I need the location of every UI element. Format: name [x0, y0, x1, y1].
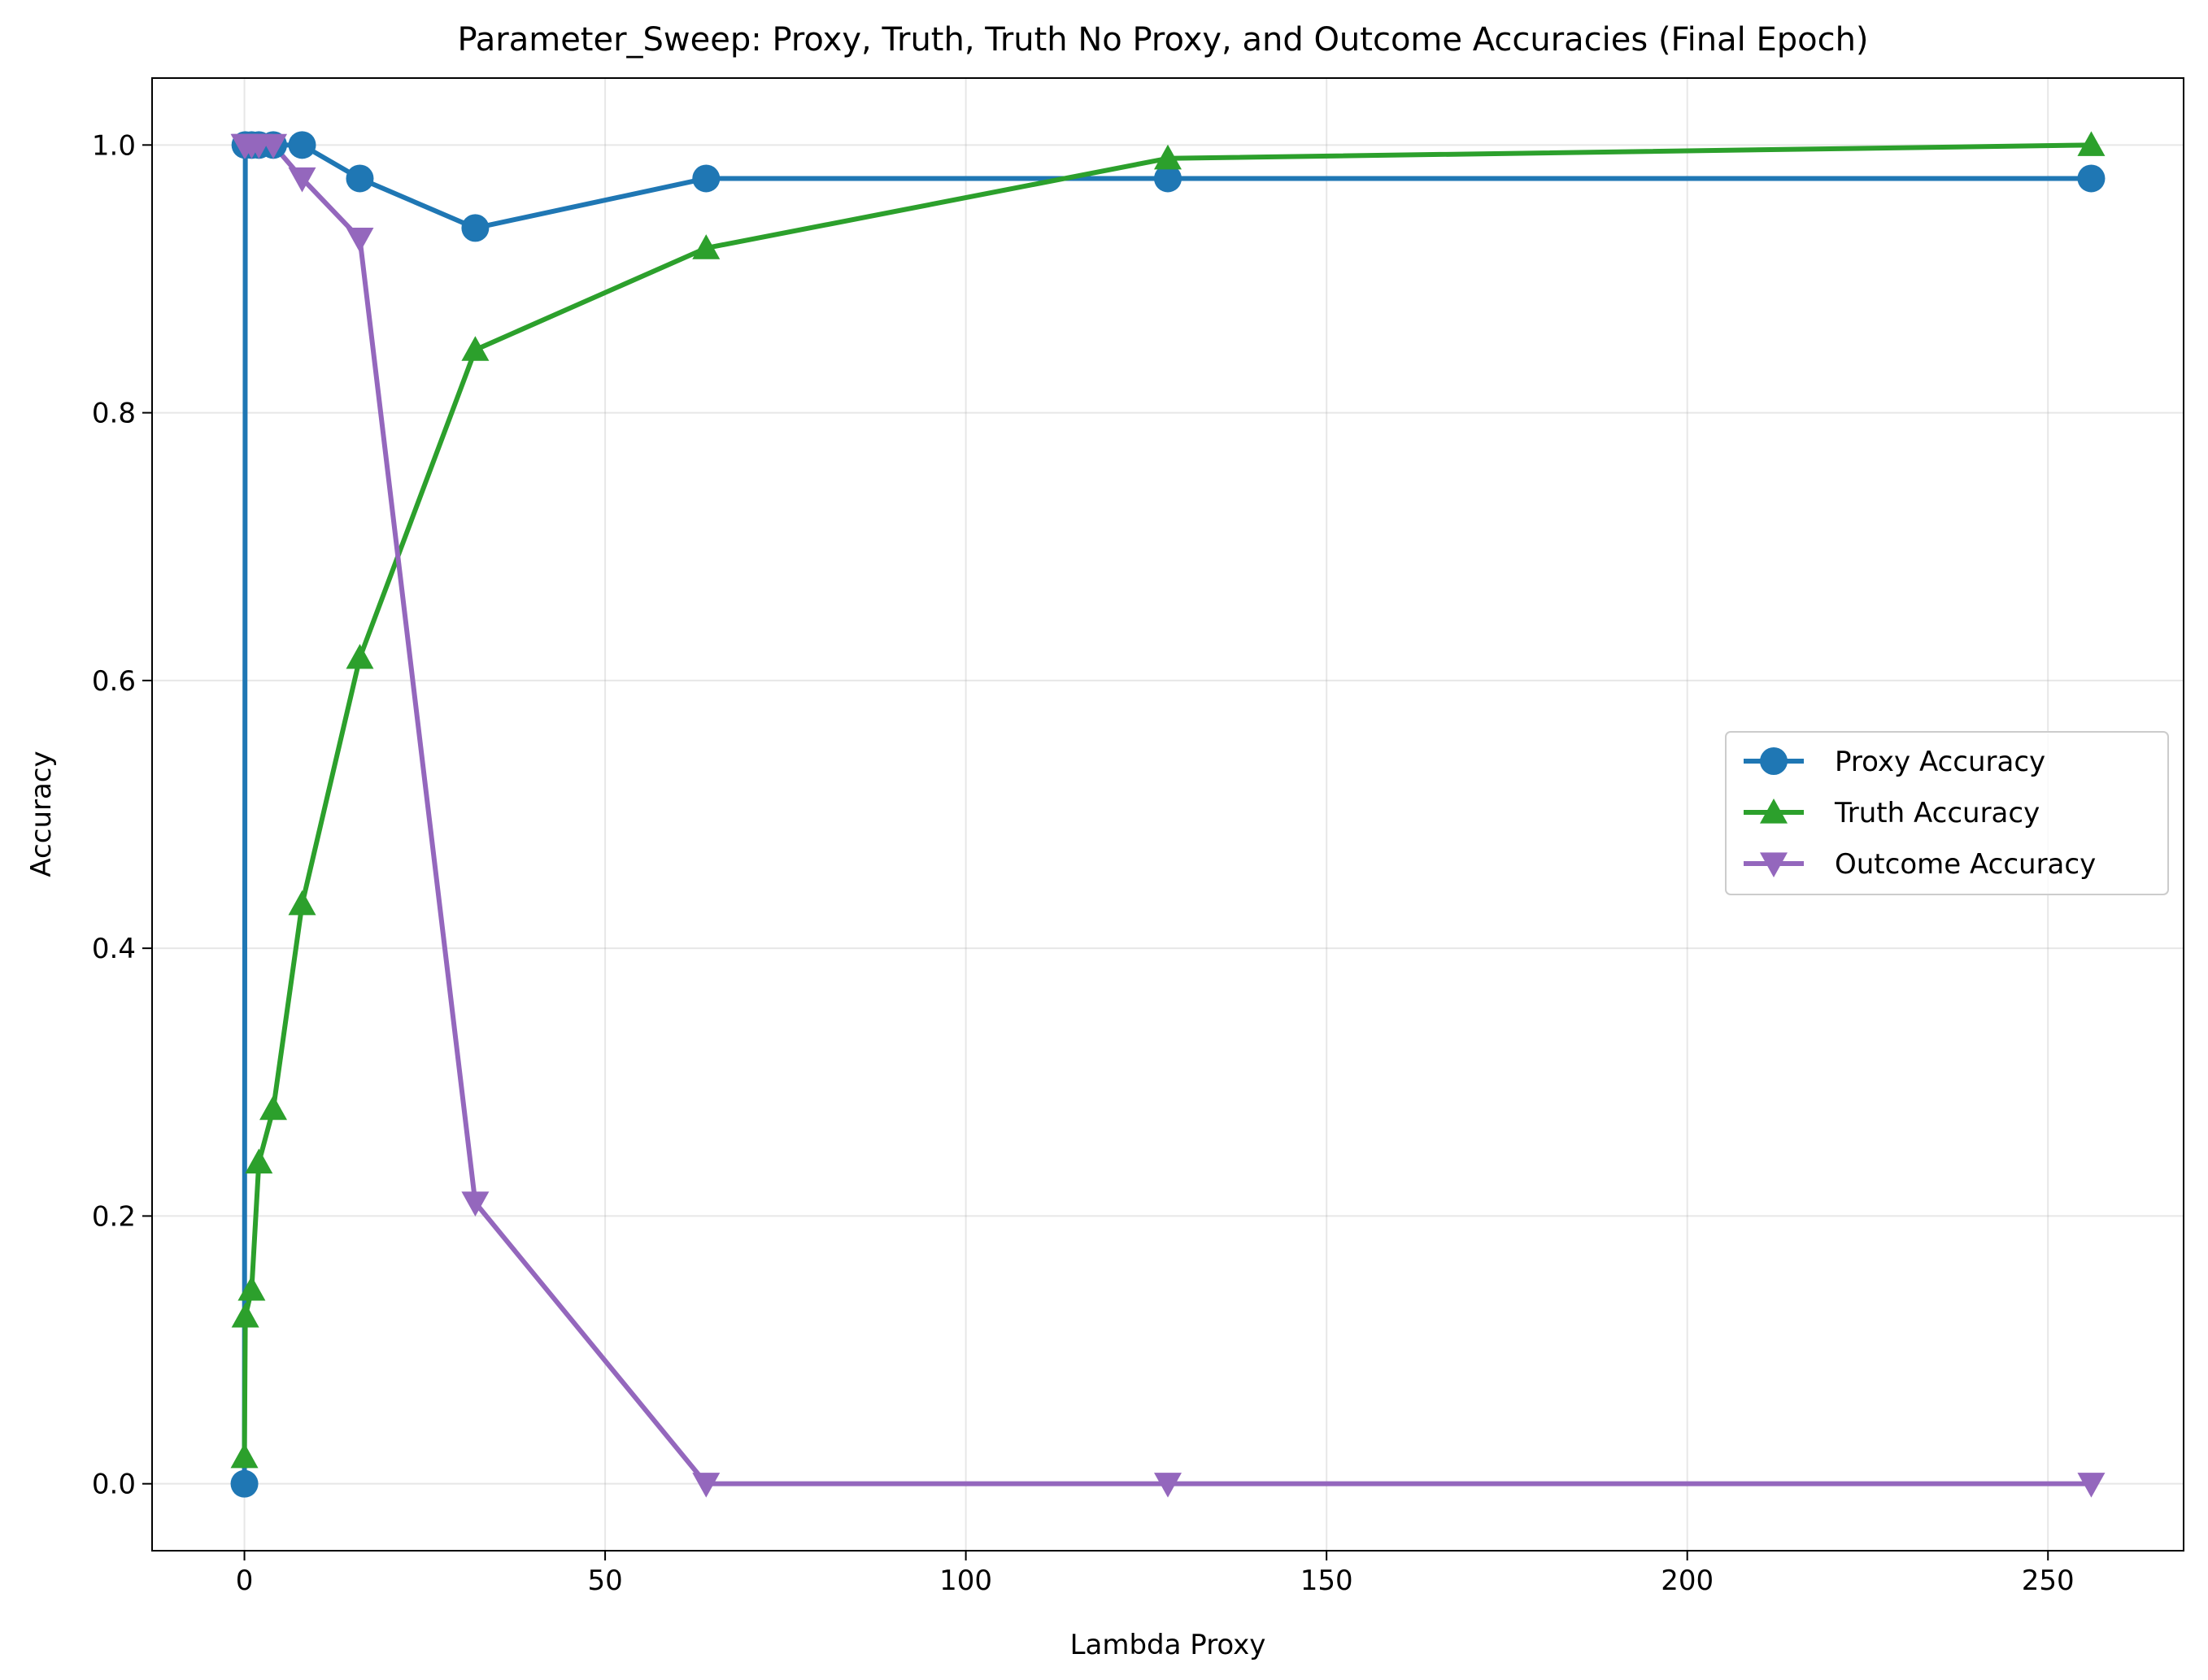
- series-markers: [230, 131, 2106, 1498]
- y-tick-label: 0.4: [92, 933, 136, 965]
- data-point-2-10: [2077, 1473, 2106, 1498]
- data-point-0-9: [1154, 164, 1182, 193]
- chart-title: Parameter_Sweep: Proxy, Truth, Truth No …: [457, 21, 1868, 59]
- data-point-1-3: [245, 1148, 273, 1174]
- data-point-1-10: [2077, 131, 2106, 156]
- y-axis-ticks: 0.0 0.2 0.4 0.6 0.8 1.0: [92, 129, 152, 1501]
- y-tick-label: 0.8: [92, 398, 136, 430]
- x-tick-label: 50: [587, 1565, 622, 1597]
- x-tick-label: 100: [939, 1565, 992, 1597]
- legend-marker-0: [1760, 747, 1788, 775]
- y-tick-label: 0.2: [92, 1200, 136, 1233]
- x-axis-label: Lambda Proxy: [1070, 1629, 1266, 1661]
- x-tick-label: 0: [236, 1565, 254, 1597]
- legend-label-0: Proxy Accuracy: [1835, 746, 2045, 778]
- x-tick-label: 150: [1300, 1565, 1353, 1597]
- y-tick-label: 0.0: [92, 1469, 136, 1501]
- x-tick-label: 200: [1661, 1565, 1714, 1597]
- y-axis-label: Accuracy: [25, 751, 58, 877]
- data-point-1-0: [230, 1443, 259, 1469]
- legend-box: [1725, 731, 2169, 895]
- x-tick-label: 250: [2022, 1565, 2075, 1597]
- legend-label-1: Truth Accuracy: [1834, 797, 2040, 829]
- data-point-1-4: [259, 1095, 288, 1121]
- data-point-0-7: [461, 214, 490, 242]
- plot-frame: [151, 77, 2184, 1552]
- legend-label-2: Outcome Accuracy: [1835, 848, 2096, 881]
- legend: Proxy Accuracy Truth Accuracy Outcome Accu…: [1725, 731, 2169, 895]
- data-point-0-8: [692, 164, 721, 193]
- data-point-2-7: [461, 1191, 490, 1216]
- data-point-2-5: [288, 167, 316, 193]
- data-point-1-6: [346, 643, 374, 669]
- data-point-1-2: [237, 1275, 266, 1301]
- data-point-0-0: [230, 1469, 259, 1498]
- data-point-1-1: [231, 1302, 259, 1328]
- legend-marker-2: [1760, 852, 1788, 877]
- data-point-2-6: [346, 227, 374, 253]
- data-point-2-8: [692, 1473, 721, 1498]
- data-point-2-9: [1154, 1473, 1182, 1498]
- x-axis-ticks: 0 50 100 150 200 250: [236, 1551, 2075, 1597]
- data-point-1-9: [1154, 144, 1182, 170]
- grid-lines: [152, 78, 2184, 1551]
- legend-marker-1: [1760, 799, 1788, 824]
- data-point-0-6: [346, 164, 374, 193]
- y-tick-label: 0.6: [92, 665, 136, 698]
- data-point-1-8: [692, 234, 721, 259]
- data-point-1-5: [288, 890, 316, 916]
- data-point-0-5: [288, 131, 316, 159]
- data-point-0-10: [2077, 164, 2106, 193]
- y-tick-label: 1.0: [92, 129, 136, 162]
- data-point-2-4: [259, 133, 288, 159]
- data-point-1-7: [461, 336, 490, 361]
